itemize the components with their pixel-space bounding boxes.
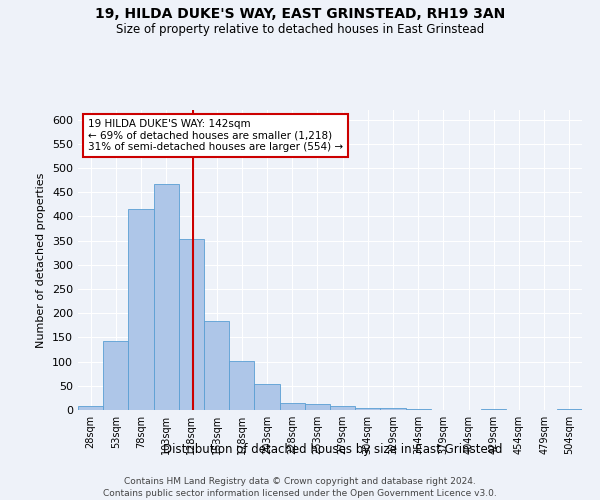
Bar (128, 209, 154, 410)
Bar (254, 384, 280, 410)
Text: Size of property relative to detached houses in East Grinstead: Size of property relative to detached ho… (116, 22, 484, 36)
Bar (229, 361, 254, 410)
Bar (406, 408, 431, 410)
Bar (280, 402, 305, 410)
Bar (330, 406, 355, 410)
Text: Contains public sector information licensed under the Open Government Licence v3: Contains public sector information licen… (103, 489, 497, 498)
Bar (557, 408, 582, 410)
Bar (154, 184, 179, 410)
Bar (179, 238, 204, 410)
Bar (481, 408, 506, 410)
Bar (204, 321, 229, 410)
Bar (103, 341, 128, 410)
Bar (355, 408, 380, 410)
Text: 19, HILDA DUKE'S WAY, EAST GRINSTEAD, RH19 3AN: 19, HILDA DUKE'S WAY, EAST GRINSTEAD, RH… (95, 8, 505, 22)
Text: Distribution of detached houses by size in East Grinstead: Distribution of detached houses by size … (163, 442, 503, 456)
Y-axis label: Number of detached properties: Number of detached properties (37, 172, 46, 348)
Bar (78, 406, 103, 410)
Bar (380, 408, 406, 410)
Text: 19 HILDA DUKE'S WAY: 142sqm
← 69% of detached houses are smaller (1,218)
31% of : 19 HILDA DUKE'S WAY: 142sqm ← 69% of det… (88, 119, 343, 152)
Text: Contains HM Land Registry data © Crown copyright and database right 2024.: Contains HM Land Registry data © Crown c… (124, 478, 476, 486)
Bar (305, 404, 330, 410)
